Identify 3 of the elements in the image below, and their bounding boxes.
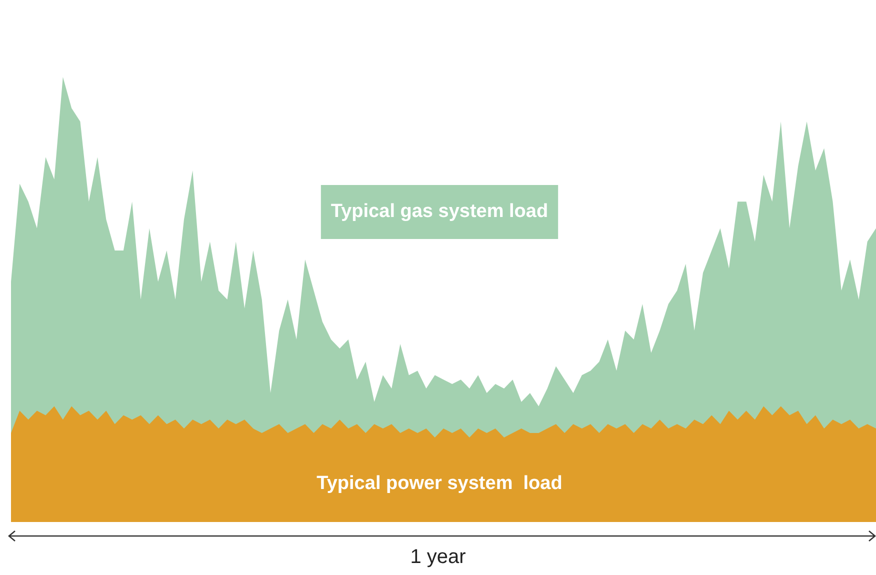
series-label: Typical power system load [316,473,562,494]
text: Typical gas system load [330,201,548,222]
x-axis-title: 1 year [409,546,467,569]
